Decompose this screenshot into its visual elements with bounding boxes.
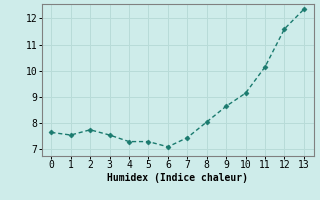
X-axis label: Humidex (Indice chaleur): Humidex (Indice chaleur) — [107, 173, 248, 183]
